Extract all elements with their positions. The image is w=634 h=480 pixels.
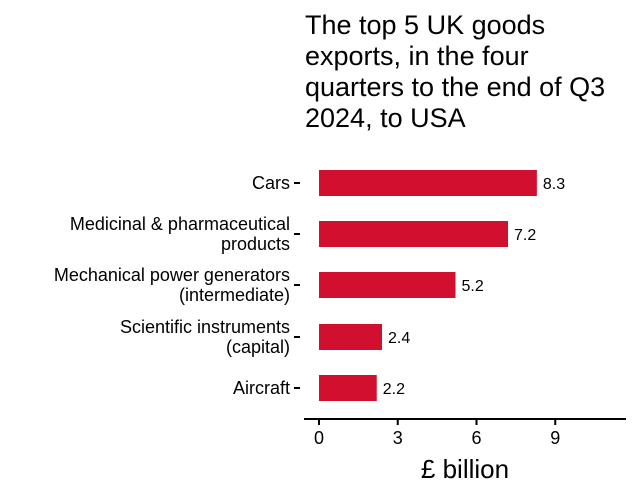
y-tick-label-2: Medicinal & pharmaceutical products xyxy=(70,214,290,254)
y-tick-label-2-line-1: Medicinal & pharmaceutical xyxy=(70,214,290,234)
bar-4 xyxy=(319,324,382,350)
y-tick-label-4-line-2: (capital) xyxy=(226,337,290,357)
x-tick-label-9: 9 xyxy=(550,428,560,448)
y-tick-label-3-line-2: (intermediate) xyxy=(179,285,290,305)
x-axis-title: £ billion xyxy=(421,454,509,480)
x-axis: 0 3 6 9 xyxy=(304,418,626,448)
bar-5 xyxy=(319,375,377,401)
data-label-1: 8.3 xyxy=(543,176,565,193)
data-label-3: 5.2 xyxy=(462,278,484,295)
data-labels-layer: 8.3 7.2 5.2 2.4 2.2 xyxy=(383,176,565,398)
bar-3 xyxy=(319,272,456,298)
x-tick-label-6: 6 xyxy=(471,428,481,448)
x-tick-label-0: 0 xyxy=(314,428,324,448)
y-tick-label-2-line-2: products xyxy=(221,234,290,254)
chart-title: The top 5 UK goods exports, in the four … xyxy=(305,10,606,133)
data-label-4: 2.4 xyxy=(388,330,410,347)
x-tick-label-3: 3 xyxy=(393,428,403,448)
y-tick-label-3: Mechanical power generators (intermediate… xyxy=(54,265,290,305)
bars-layer xyxy=(319,170,537,401)
y-tick-label-3-line-1: Mechanical power generators xyxy=(54,265,290,285)
bar-1 xyxy=(319,170,537,196)
bar-2 xyxy=(319,221,508,247)
y-tick-label-4-line-1: Scientific instruments xyxy=(120,317,290,337)
data-label-5: 2.2 xyxy=(383,381,405,398)
y-tick-label-1: Cars xyxy=(252,173,290,193)
y-tick-label-5-line-1: Aircraft xyxy=(233,378,290,398)
y-tick-label-1-line-1: Cars xyxy=(252,173,290,193)
y-tick-label-5: Aircraft xyxy=(233,378,290,398)
y-tick-label-4: Scientific instruments (capital) xyxy=(120,317,290,357)
data-label-2: 7.2 xyxy=(514,227,536,244)
